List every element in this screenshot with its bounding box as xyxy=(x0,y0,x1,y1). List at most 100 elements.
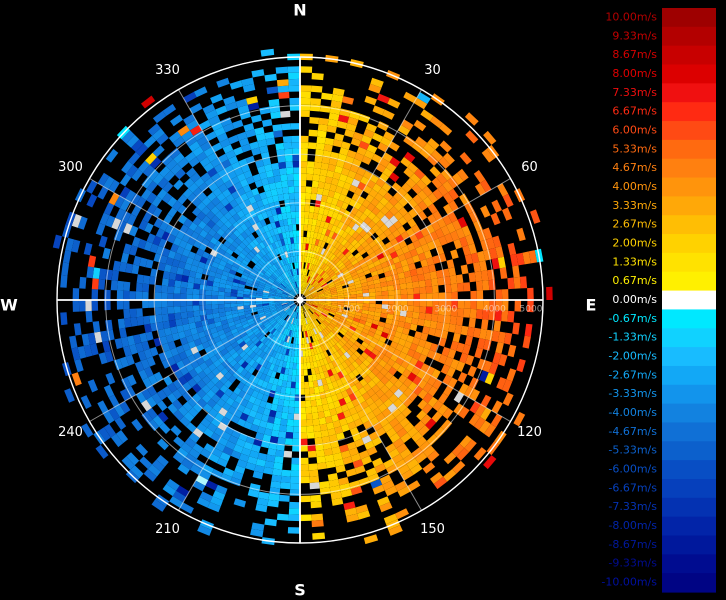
velocity-bin xyxy=(287,297,294,299)
velocity-bin xyxy=(170,326,178,335)
velocity-bin xyxy=(272,329,278,336)
velocity-bin xyxy=(157,438,169,451)
velocity-bin xyxy=(414,168,426,180)
velocity-bin xyxy=(226,276,234,282)
velocity-bin xyxy=(288,316,293,324)
velocity-bin xyxy=(300,186,306,193)
velocity-bin xyxy=(210,432,221,443)
velocity-bin xyxy=(236,459,248,469)
velocity-bin xyxy=(71,239,81,253)
velocity-bin xyxy=(230,300,237,304)
velocity-bin xyxy=(250,325,258,331)
velocity-bin xyxy=(275,449,285,458)
velocity-bin xyxy=(419,306,427,314)
velocity-bin xyxy=(288,508,300,515)
velocity-bin xyxy=(397,464,411,476)
velocity-bin xyxy=(370,77,384,88)
velocity-bin xyxy=(448,188,459,201)
velocity-bin xyxy=(408,208,418,219)
velocity-bin xyxy=(318,175,327,183)
velocity-bin xyxy=(411,141,424,153)
velocity-bin xyxy=(281,273,287,280)
velocity-bin xyxy=(464,335,473,346)
velocity-bin xyxy=(387,246,396,255)
velocity-bin xyxy=(308,308,315,314)
velocity-bin xyxy=(232,282,239,287)
velocity-bin xyxy=(263,309,271,314)
velocity-bin xyxy=(161,306,168,315)
velocity-bin xyxy=(174,280,182,288)
velocity-bin xyxy=(310,322,315,329)
velocity-bin xyxy=(370,323,379,330)
velocity-bin xyxy=(257,378,264,387)
velocity-bin xyxy=(328,270,335,277)
velocity-bin xyxy=(392,256,401,264)
velocity-bin xyxy=(126,134,140,148)
velocity-bin xyxy=(208,228,217,237)
velocity-bin xyxy=(206,389,216,399)
velocity-bin xyxy=(441,346,451,357)
velocity-bin xyxy=(346,276,354,282)
velocity-bin xyxy=(366,202,376,212)
velocity-bin xyxy=(288,336,293,344)
velocity-bin xyxy=(275,294,282,297)
velocity-bin xyxy=(292,304,297,311)
velocity-bin xyxy=(268,295,275,298)
velocity-bin xyxy=(306,284,312,290)
velocity-bin xyxy=(205,480,218,491)
velocity-bin xyxy=(152,128,165,141)
velocity-bin xyxy=(323,328,330,335)
velocity-bin xyxy=(340,450,351,459)
velocity-bin xyxy=(236,209,245,219)
velocity-bin xyxy=(317,332,323,340)
velocity-bin xyxy=(255,274,262,280)
velocity-bin xyxy=(341,313,349,319)
velocity-bin xyxy=(331,255,338,263)
velocity-bin xyxy=(184,151,196,163)
velocity-bin xyxy=(237,286,245,292)
velocity-bin xyxy=(312,294,319,297)
colorbar-swatch xyxy=(662,26,716,47)
velocity-bin xyxy=(371,375,381,385)
velocity-bin xyxy=(325,460,336,469)
velocity-bin xyxy=(267,416,275,424)
velocity-bin xyxy=(240,215,249,224)
velocity-bin xyxy=(262,301,269,304)
velocity-bin xyxy=(327,281,334,286)
velocity-bin xyxy=(241,249,249,257)
velocity-bin xyxy=(305,237,310,244)
velocity-bin xyxy=(356,245,364,253)
velocity-bin xyxy=(446,259,455,269)
velocity-bin xyxy=(369,266,377,273)
velocity-bin xyxy=(286,425,294,433)
velocity-bin xyxy=(383,458,395,469)
velocity-bin xyxy=(309,257,314,264)
velocity-bin xyxy=(310,193,317,201)
velocity-bin xyxy=(264,460,275,469)
velocity-bin xyxy=(344,250,352,258)
velocity-bin xyxy=(399,417,410,428)
velocity-bin xyxy=(321,282,328,288)
velocity-bin xyxy=(274,345,280,352)
velocity-bin xyxy=(272,364,279,373)
velocity-bin xyxy=(468,211,479,223)
velocity-bin xyxy=(310,288,316,294)
velocity-bin xyxy=(219,259,227,267)
velocity-bin xyxy=(312,174,320,182)
velocity-bin xyxy=(95,223,106,236)
velocity-bin xyxy=(277,339,282,347)
velocity-bin xyxy=(375,219,385,229)
velocity-bin xyxy=(207,192,217,202)
velocity-bin xyxy=(397,486,411,497)
velocity-bin xyxy=(103,384,115,398)
velocity-bin xyxy=(218,291,225,296)
velocity-bin xyxy=(163,170,175,182)
velocity-bin xyxy=(188,407,199,418)
velocity-bin xyxy=(312,296,319,298)
colorbar-swatch xyxy=(662,328,716,348)
velocity-bin xyxy=(307,243,312,251)
velocity-bin xyxy=(224,307,232,312)
velocity-bin xyxy=(305,324,309,331)
velocity-bin xyxy=(324,304,332,307)
velocity-bin xyxy=(355,286,363,292)
